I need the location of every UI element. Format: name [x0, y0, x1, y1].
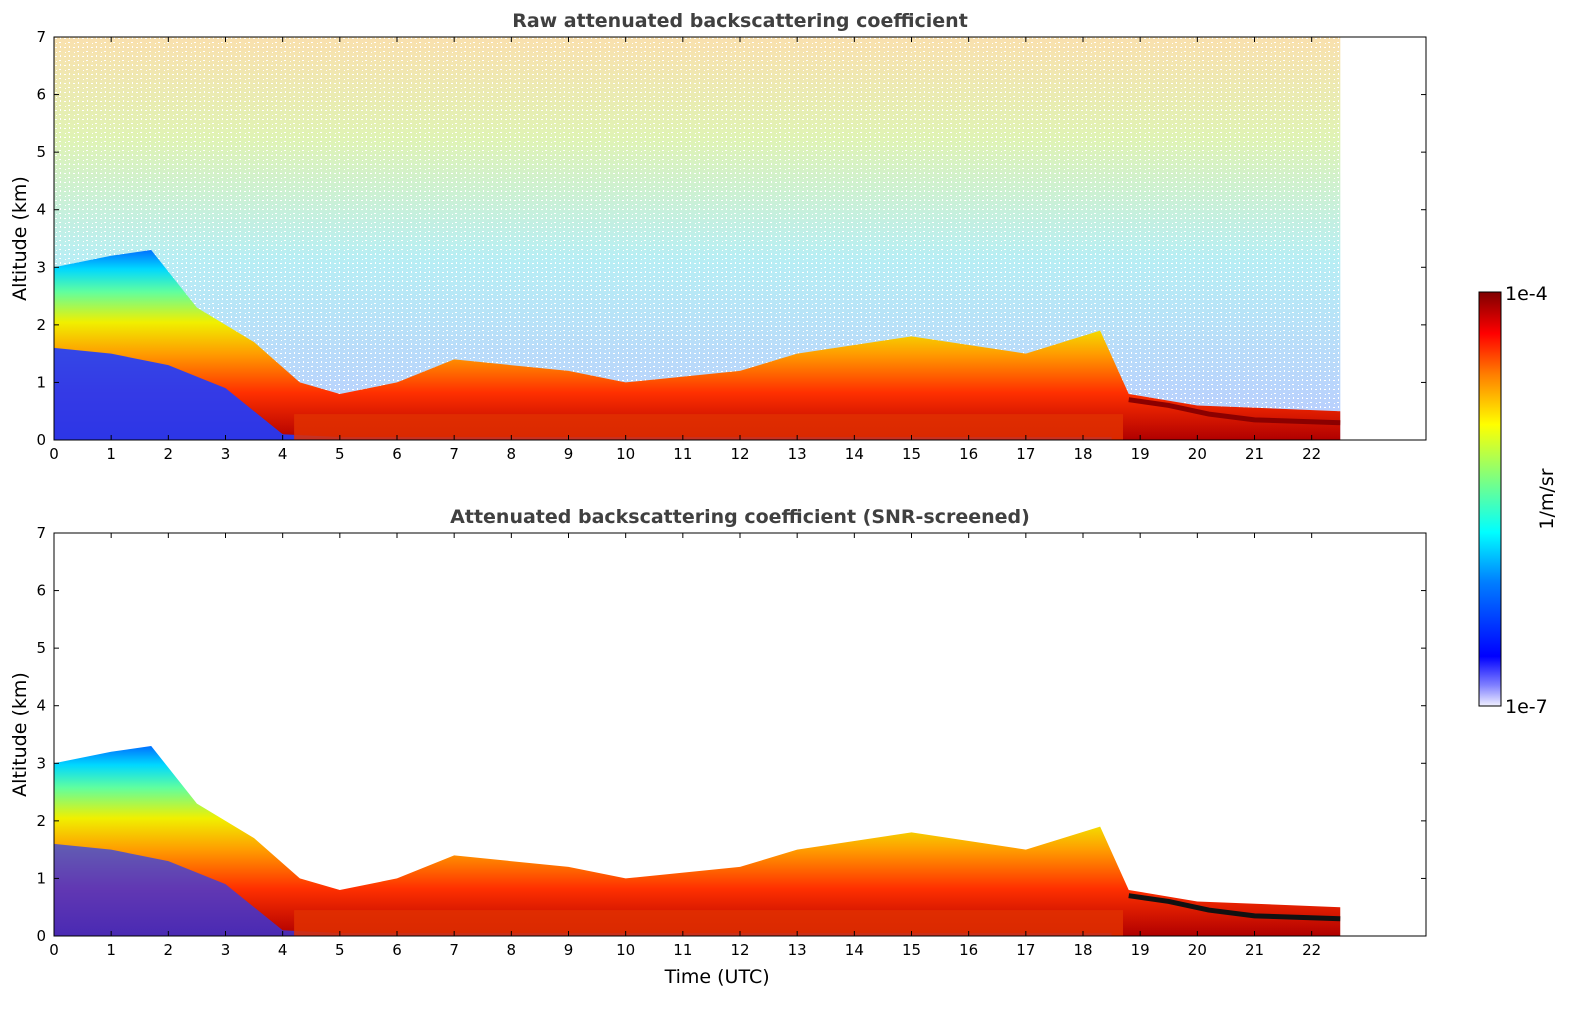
x-tick-label: 0: [49, 445, 59, 463]
x-tick-label: 19: [1131, 445, 1150, 463]
chart-title: Attenuated backscattering coefficient (S…: [450, 506, 1030, 528]
x-tick-label: 12: [730, 941, 749, 959]
x-tick-label: 5: [335, 941, 345, 959]
x-tick-label: 7: [449, 941, 459, 959]
y-tick-label: 5: [36, 143, 46, 161]
x-tick-label: 1: [106, 941, 116, 959]
surface-layer: [294, 910, 1124, 936]
x-tick-label: 3: [221, 445, 231, 463]
x-tick-label: 15: [902, 941, 921, 959]
y-tick-label: 6: [36, 582, 46, 600]
x-tick-label: 17: [1016, 445, 1035, 463]
low-signal-layer: [54, 347, 1112, 440]
x-tick-label: 16: [959, 941, 978, 959]
heatmap-image: [54, 746, 1341, 936]
x-tick-label: 14: [845, 445, 864, 463]
y-tick-label: 7: [36, 28, 46, 46]
x-tick-label: 6: [392, 941, 402, 959]
y-tick-label: 4: [36, 201, 46, 219]
x-tick-label: 4: [278, 445, 288, 463]
colorbar-min-label: 1e-7: [1505, 696, 1548, 718]
x-tick-label: 2: [164, 445, 174, 463]
y-tick-label: 1: [36, 373, 46, 391]
y-tick-label: 3: [36, 258, 46, 276]
aerosol-layer: [54, 250, 1341, 440]
x-tick-label: 11: [673, 445, 692, 463]
x-tick-label: 8: [507, 941, 517, 959]
x-tick-label: 6: [392, 445, 402, 463]
aerosol-layer: [54, 746, 1341, 936]
x-tick-label: 21: [1245, 445, 1264, 463]
raw-backscatter-panel: Raw attenuated backscattering coefficien…: [9, 10, 1427, 463]
x-tick-label: 2: [164, 941, 174, 959]
low-signal-layer: [54, 843, 1112, 936]
y-axis-label: Altitude (km): [9, 672, 31, 797]
x-tick-label: 18: [1073, 445, 1092, 463]
chart-title: Raw attenuated backscattering coefficien…: [512, 10, 968, 32]
y-tick-label: 2: [36, 316, 46, 334]
heatmap-image: [54, 37, 1341, 440]
x-tick-label: 20: [1188, 941, 1207, 959]
y-tick-label: 5: [36, 639, 46, 657]
y-axis-label: Altitude (km): [9, 176, 31, 301]
x-tick-label: 22: [1302, 941, 1321, 959]
y-tick-label: 0: [36, 431, 46, 449]
y-tick-label: 1: [36, 869, 46, 887]
snr-screened-panel: Attenuated backscattering coefficient (S…: [9, 506, 1427, 988]
x-tick-label: 3: [221, 941, 231, 959]
y-tick-label: 2: [36, 812, 46, 830]
x-tick-label: 12: [730, 445, 749, 463]
x-tick-label: 0: [49, 941, 59, 959]
y-tick-label: 6: [36, 86, 46, 104]
x-tick-label: 13: [788, 445, 807, 463]
y-tick-label: 3: [36, 754, 46, 772]
colorbar: 1e-4 1e-7 1/m/sr: [1478, 283, 1558, 718]
cloud-layer: [1128, 397, 1341, 426]
x-tick-label: 14: [845, 941, 864, 959]
colorbar-unit-label: 1/m/sr: [1536, 468, 1558, 529]
x-tick-label: 22: [1302, 445, 1321, 463]
x-tick-label: 19: [1131, 941, 1150, 959]
surface-layer: [294, 414, 1124, 440]
x-tick-label: 8: [507, 445, 517, 463]
x-tick-label: 20: [1188, 445, 1207, 463]
x-tick-label: 9: [564, 445, 574, 463]
x-tick-label: 5: [335, 445, 345, 463]
x-tick-label: 10: [616, 445, 635, 463]
x-tick-label: 13: [788, 941, 807, 959]
x-tick-label: 17: [1016, 941, 1035, 959]
x-tick-label: 9: [564, 941, 574, 959]
y-tick-label: 7: [36, 524, 46, 542]
x-axis-label: Time (UTC): [664, 966, 770, 988]
colorbar-max-label: 1e-4: [1505, 283, 1548, 305]
y-tick-label: 4: [36, 697, 46, 715]
x-tick-label: 1: [106, 445, 116, 463]
x-tick-label: 16: [959, 445, 978, 463]
x-tick-label: 4: [278, 941, 288, 959]
cloud-layer: [1128, 893, 1341, 922]
x-tick-label: 18: [1073, 941, 1092, 959]
x-tick-label: 21: [1245, 941, 1264, 959]
x-tick-label: 10: [616, 941, 635, 959]
y-tick-label: 0: [36, 927, 46, 945]
colorbar-gradient: [1478, 291, 1502, 707]
x-tick-label: 11: [673, 941, 692, 959]
x-tick-label: 15: [902, 445, 921, 463]
x-tick-label: 7: [449, 445, 459, 463]
